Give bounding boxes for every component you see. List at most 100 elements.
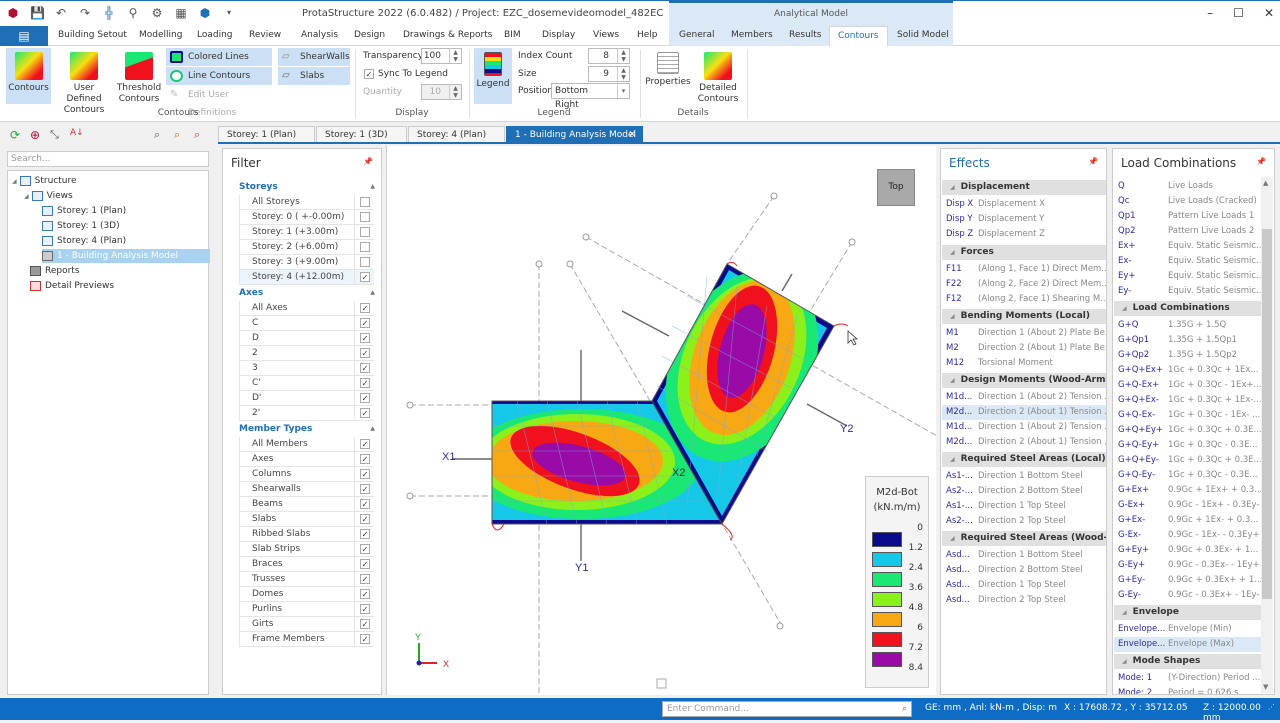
file-menu-button[interactable]: ▤ [0, 26, 48, 46]
tab-bim[interactable]: BIM [504, 30, 521, 40]
effects-group-header[interactable]: ◢ Bending Moments (Local) [942, 309, 1106, 324]
axis-sort-icon[interactable]: ⤡ [50, 128, 59, 141]
spin-arrows-icon[interactable]: ▲ ▼ [449, 85, 461, 99]
effect-row[interactable]: Disp Z Displacement Z [946, 229, 1045, 239]
tab-general[interactable]: General [679, 30, 715, 40]
tree-node-structure[interactable]: ◢ Structure [12, 175, 77, 186]
checkbox-checked[interactable]: ✓ [360, 604, 370, 614]
effect-row[interactable]: Disp Y Displacement Y [946, 214, 1045, 224]
checkbox-checked[interactable]: ✓ [360, 469, 370, 479]
command-input[interactable]: Enter Command... ⌕ [662, 701, 912, 717]
load-row[interactable]: Ey- Equiv. Static Seismic... [1118, 286, 1262, 296]
filter-row[interactable]: Columns ✓ [239, 467, 374, 482]
model-viewport[interactable]: X1 Y2 Y1 X2 X Y Top M2d-Bot (kN.m/m) 0 1.… [386, 146, 937, 695]
combo-row[interactable]: G+Ey- 0.9Gc + 0.3Ex+ + 1... [1118, 575, 1262, 585]
tab-analysis[interactable]: Analysis [301, 30, 339, 40]
effect-row[interactable]: M12 Torsional Moment [946, 358, 1053, 368]
close-tab-icon[interactable]: ✕ [628, 130, 636, 140]
size-spinner[interactable]: 9 ▲ ▼ [588, 66, 630, 82]
collapse-icon[interactable]: ▲ [370, 183, 375, 190]
expand-icon[interactable]: ◢ [24, 193, 29, 200]
zoom-focus-icon[interactable]: ⌕ [174, 128, 181, 141]
combo-row[interactable]: G+Ex+ 0.9Gc + 1Ex+ + 0.3... [1118, 485, 1262, 495]
collapse-icon[interactable]: ▲ [370, 425, 375, 432]
checkbox[interactable] [360, 212, 370, 222]
filter-row[interactable]: D ✓ [239, 331, 374, 346]
envelope-group-header[interactable]: ◢ Envelope [1114, 605, 1262, 620]
doc-tab-building-analysis-model[interactable]: 1 - Building Analysis Model ✕ [506, 126, 643, 142]
load-row[interactable]: Q Live Loads [1118, 181, 1213, 191]
shearwalls-toggle[interactable]: ▱ ShearWalls [278, 48, 350, 66]
effects-group-header[interactable]: ◢ Required Steel Areas (Local) [942, 452, 1106, 467]
doc-tab-storey-1-plan[interactable]: Storey: 1 (Plan) [218, 126, 315, 142]
zoom-select-icon[interactable]: ⌕ [154, 128, 161, 141]
member-types-section-header[interactable]: Member Types ▲ [239, 424, 375, 434]
checkbox-checked[interactable]: ✓ [360, 303, 370, 313]
checkbox-checked[interactable]: ✓ [360, 544, 370, 554]
alpha-sort-icon[interactable]: A↓ [70, 128, 84, 138]
effect-row[interactable]: Asd... Direction 1 Top Steel [946, 580, 1066, 590]
filter-row[interactable]: C ✓ [239, 316, 374, 331]
checkbox-checked[interactable]: ✓ [360, 363, 370, 373]
checkbox-checked[interactable]: ✓ [360, 589, 370, 599]
effect-row[interactable]: M2 Direction 2 (About 1) Plate Be... [946, 343, 1106, 353]
checkbox-checked[interactable]: ✓ [360, 529, 370, 539]
structure-icon[interactable]: ╬ [105, 6, 113, 20]
filter-row[interactable]: All Axes ✓ [239, 301, 374, 316]
tab-design[interactable]: Design [354, 30, 386, 40]
combo-row[interactable]: G+Q 1.35G + 1.5Q [1118, 320, 1227, 330]
effect-row[interactable]: F11 (Along 1, Face 1) Direct Mem... [946, 264, 1106, 274]
effect-row[interactable]: Asd... Direction 2 Bottom Steel [946, 565, 1083, 575]
effect-row[interactable]: As2-... Direction 2 Bottom Steel [946, 486, 1083, 496]
refresh-icon[interactable]: ⟳ [10, 128, 21, 142]
tree-node-storey-1-plan[interactable]: Storey: 1 (Plan) [42, 204, 126, 218]
filter-row[interactable]: C' ✓ [239, 376, 374, 391]
checkbox-checked[interactable]: ✓ [360, 393, 370, 403]
save-icon[interactable]: 💾 [30, 6, 45, 20]
combo-row[interactable]: G+Q+Ey- 1Gc + 0.3Qc + 0.3E... [1118, 455, 1262, 465]
checkbox-checked[interactable]: ✓ [360, 619, 370, 629]
line-contours-button[interactable]: Line Contours [166, 67, 272, 85]
calculator-icon[interactable]: ▦ [175, 6, 187, 20]
properties-button[interactable]: Properties [645, 48, 691, 104]
storeys-section-header[interactable]: Storeys ▲ [239, 182, 375, 192]
effect-row[interactable]: Disp X Displacement X [946, 199, 1045, 209]
checkbox-checked[interactable]: ✓ [360, 499, 370, 509]
pin-icon[interactable]: 📌 [363, 157, 373, 166]
filter-row[interactable]: Slab Strips ✓ [239, 542, 374, 557]
tab-review[interactable]: Review [249, 30, 282, 40]
close-icon[interactable]: ✕ [1263, 6, 1274, 20]
effect-row[interactable]: M2d... Direction 2 (About 1) Tension ... [946, 437, 1106, 447]
envelope-row-selected[interactable]: Envelope... Envelope (Max) [1114, 637, 1262, 652]
effect-row[interactable]: As2-... Direction 2 Top Steel [946, 516, 1066, 526]
scrollbar-thumb[interactable] [1262, 229, 1272, 599]
resize-grip-icon[interactable]: ⋰ [1268, 703, 1275, 711]
transparency-spinner[interactable]: 100 ▲ ▼ [421, 48, 462, 64]
filter-row[interactable]: Storey: 4 (+12.00m) ✓ [239, 270, 374, 285]
combo-row[interactable]: G+Q-Ex- 1Gc + 0.3Qc - 1Ex- ... [1118, 410, 1261, 420]
index-count-spinner[interactable]: 8 ▲ ▼ [588, 48, 630, 64]
checkbox-checked[interactable]: ✓ [360, 348, 370, 358]
combo-row[interactable]: G+Qp1 1.35G + 1.5Qp1 [1118, 335, 1238, 345]
load-row[interactable]: Qp1 Pattern Live Loads 1 [1118, 211, 1255, 221]
edit-user-definitions-button[interactable]: ✎ Edit User Definitions [170, 89, 237, 118]
filter-row[interactable]: Girts ✓ [239, 617, 374, 632]
effect-row[interactable]: F12 (Along 2, Face 1) Shearing M... [946, 294, 1106, 304]
filter-row[interactable]: All Storeys [239, 195, 374, 210]
expand-icon[interactable]: ◢ [12, 178, 17, 185]
sync-to-legend-checkbox[interactable]: ✓ Sync To Legend [364, 69, 448, 79]
prota-icon[interactable]: ⬢ [199, 6, 211, 20]
effects-group-header[interactable]: ◢ Design Moments (Wood-Arme [942, 373, 1106, 388]
scroll-up-icon[interactable]: ▲ [1263, 179, 1269, 187]
effect-row[interactable]: F22 (Along 2, Face 2) Direct Mem... [946, 279, 1106, 289]
checkbox-checked[interactable]: ✓ [360, 574, 370, 584]
checkbox[interactable] [360, 257, 370, 267]
checkbox-checked[interactable]: ✓ [360, 272, 370, 282]
search-icon[interactable]: ⌕ [901, 704, 907, 714]
effect-row[interactable]: Asd... Direction 1 Bottom Steel [946, 550, 1083, 560]
filter-row[interactable]: Purlins ✓ [239, 602, 374, 617]
filter-row[interactable]: Frame Members ✓ [239, 632, 374, 647]
spin-arrows-icon[interactable]: ▲ ▼ [449, 49, 461, 63]
scroll-down-icon[interactable]: ▼ [1263, 683, 1269, 691]
envelope-row[interactable]: Envelope... Envelope (Min) [1118, 624, 1232, 634]
